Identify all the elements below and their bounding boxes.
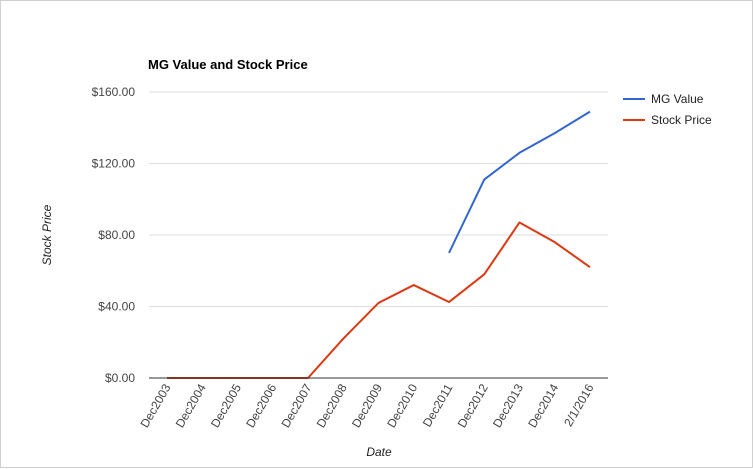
y-axis-title: Stock Price [40, 204, 54, 265]
x-tick-label: Dec2011 [420, 381, 456, 429]
y-tick-label: $120.00 [92, 157, 136, 171]
x-axis-ticks: Dec2003 Dec2004 Dec2005 Dec2006 Dec2007 Dec20… [137, 381, 596, 430]
x-tick-label: Dec2004 [173, 381, 209, 430]
x-tick-label: Dec2009 [349, 381, 385, 430]
x-tick-label: Dec2003 [137, 381, 173, 430]
x-tick-label: Dec2006 [243, 381, 279, 430]
x-tick-label: Dec2010 [384, 381, 420, 430]
series-line-mg-value [448, 110, 591, 254]
y-tick-label: $0.00 [105, 371, 135, 385]
legend-label: Stock Price [651, 113, 712, 127]
x-tick-label: Dec2008 [314, 381, 350, 430]
x-tick-label: Dec2014 [525, 381, 561, 430]
x-tick-label: 2/1/2016 [561, 381, 597, 429]
y-tick-label: $80.00 [98, 228, 135, 242]
legend-label: MG Value [651, 92, 704, 106]
series-lines [167, 110, 591, 379]
gridlines [149, 91, 608, 307]
x-tick-label: Dec2005 [208, 381, 244, 430]
legend: MG Value Stock Price [623, 92, 712, 127]
y-tick-label: $40.00 [98, 300, 135, 314]
chart-title: MG Value and Stock Price [148, 57, 308, 72]
y-axis-ticks: $0.00 $40.00 $80.00 $120.00 $160.00 [92, 85, 136, 385]
x-tick-label: Dec2007 [278, 381, 314, 430]
x-tick-label: Dec2013 [490, 381, 526, 430]
x-tick-label: Dec2012 [455, 381, 491, 430]
x-axis-title: Date [366, 445, 392, 459]
series-line-stock-price [167, 221, 591, 379]
y-tick-label: $160.00 [92, 85, 136, 99]
